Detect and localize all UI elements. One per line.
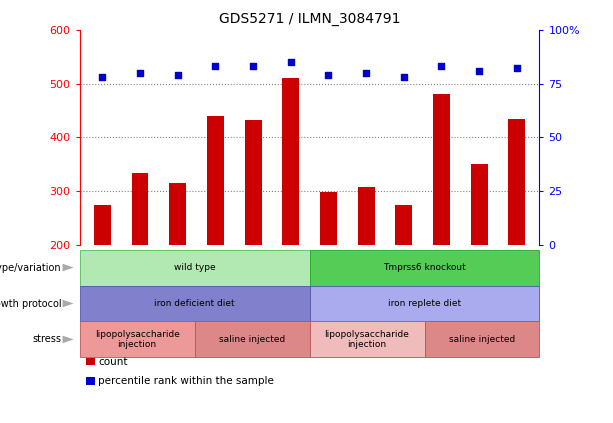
Point [324, 71, 333, 78]
Bar [433, 94, 450, 245]
Bar [94, 205, 111, 245]
Point [97, 74, 107, 80]
Point [361, 69, 371, 76]
Bar [357, 187, 375, 245]
Point [474, 67, 484, 74]
Bar [471, 165, 487, 245]
Point [173, 71, 183, 78]
Bar [169, 183, 186, 245]
Point [248, 63, 258, 70]
Bar [320, 192, 337, 245]
Point [286, 58, 295, 65]
Bar [395, 205, 413, 245]
Bar [508, 118, 525, 245]
Text: stress: stress [32, 335, 61, 344]
Text: iron deficient diet: iron deficient diet [154, 299, 235, 308]
Text: percentile rank within the sample: percentile rank within the sample [98, 376, 274, 386]
Text: iron replete diet: iron replete diet [388, 299, 461, 308]
Bar [245, 120, 262, 245]
Text: Tmprss6 knockout: Tmprss6 knockout [383, 263, 466, 272]
Text: saline injected: saline injected [449, 335, 515, 344]
Text: saline injected: saline injected [219, 335, 285, 344]
Text: count: count [98, 357, 128, 367]
Point [512, 65, 522, 72]
Point [399, 74, 409, 80]
Text: lipopolysaccharide
injection: lipopolysaccharide injection [325, 330, 409, 349]
Point [436, 63, 446, 70]
Text: lipopolysaccharide
injection: lipopolysaccharide injection [95, 330, 180, 349]
Bar [132, 173, 148, 245]
Text: wild type: wild type [174, 263, 215, 272]
Point [210, 63, 220, 70]
Text: growth protocol: growth protocol [0, 299, 61, 308]
Title: GDS5271 / ILMN_3084791: GDS5271 / ILMN_3084791 [219, 12, 400, 26]
Point [135, 69, 145, 76]
Text: genotype/variation: genotype/variation [0, 263, 61, 272]
Bar [282, 78, 299, 245]
Bar [207, 116, 224, 245]
